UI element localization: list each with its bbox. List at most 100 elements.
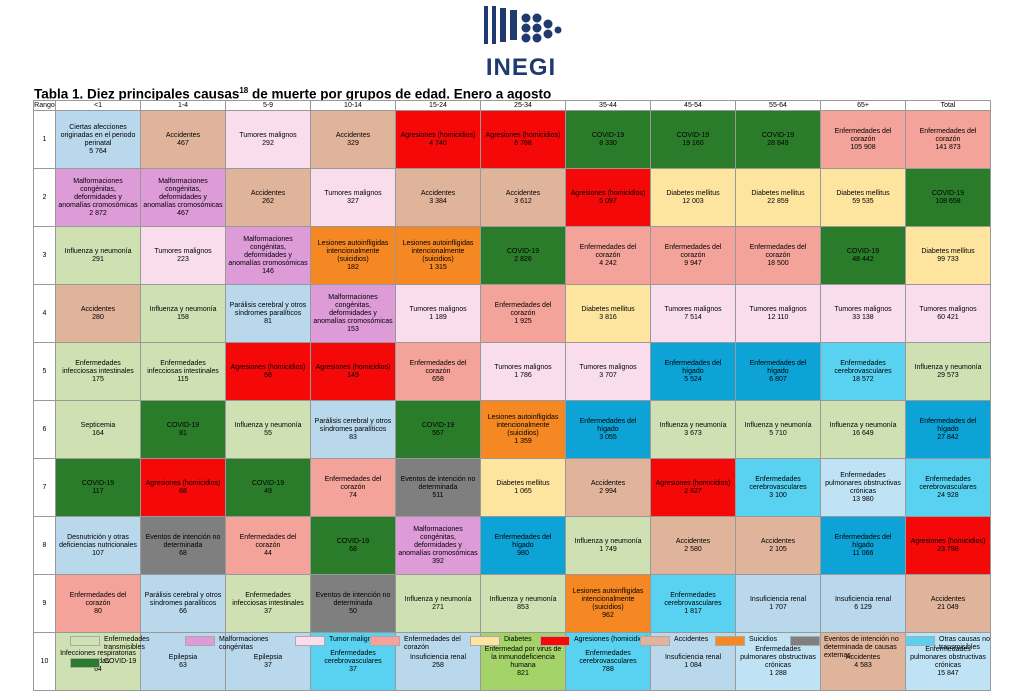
legend-item: Enfermedades transmisibles xyxy=(70,636,184,652)
cause-label: COVID-19 xyxy=(506,247,540,255)
rank-cell: 10 xyxy=(33,632,56,691)
cause-cell: Enfermedades del hígado 980 xyxy=(480,516,566,575)
legend-swatch xyxy=(790,636,820,646)
cause-label: Accidentes xyxy=(335,131,371,139)
cause-cell: Lesiones autoinfligidas intencionalmente… xyxy=(310,226,396,285)
cause-value: 1 749 xyxy=(599,545,617,553)
cause-value: 12 003 xyxy=(682,197,704,205)
cause-cell: Enfermedades del hígado 27 842 xyxy=(905,400,991,459)
cause-label: Malformaciones congénitas, deformidades … xyxy=(58,177,138,209)
rank-cell: 7 xyxy=(33,458,56,517)
cause-label: Influenza y neumonía xyxy=(234,421,302,429)
cause-label: COVID-19 xyxy=(166,421,200,429)
legend-label: Enfermedades transmisibles xyxy=(104,636,150,651)
cause-cell: Tumores malignos 327 xyxy=(310,168,396,227)
table-row: 1 Ciertas afecciones originadas en el per… xyxy=(33,110,991,169)
cause-label: Influenza y neumonía xyxy=(829,421,897,429)
table-row: 7 COVID-19 117 Agresiones (homicidios) 68 COV… xyxy=(33,458,991,517)
cause-label: Accidentes xyxy=(420,189,456,197)
cause-label: Eventos de intención no determinada xyxy=(145,533,221,549)
cause-value: 6 807 xyxy=(769,375,787,383)
cause-value: 4 740 xyxy=(429,139,447,147)
cause-cell: COVID-19 557 xyxy=(395,400,481,459)
cause-value: 392 xyxy=(432,557,444,565)
cause-value: 22 859 xyxy=(767,197,789,205)
cause-label: Influenza y neumonía xyxy=(404,595,472,603)
cause-value: 141 873 xyxy=(935,143,961,151)
cause-cell: Influenza y neumonía 853 xyxy=(480,574,566,633)
legend-swatch xyxy=(295,636,325,646)
cause-label: Enfermedades del corazón xyxy=(239,533,297,549)
cause-value: 68 xyxy=(179,487,187,495)
cause-label: Insuficiencia renal xyxy=(749,595,807,603)
table-row: 6 Septicemia 164 COVID-19 81 Influenza y neum… xyxy=(33,400,991,459)
cause-value: 60 421 xyxy=(937,313,959,321)
cause-label: Agresiones (homicidios) xyxy=(230,363,306,371)
legend-label: Eventos de intención no determinada de c… xyxy=(824,636,899,659)
cause-value: 175 xyxy=(92,375,104,383)
cause-value: 13 980 xyxy=(852,495,874,503)
cause-value: 23 798 xyxy=(937,545,959,553)
cause-value: 80 xyxy=(94,607,102,615)
cause-value: 6 788 xyxy=(514,139,532,147)
cause-label: Epilepsia xyxy=(253,653,283,661)
cause-label: Lesiones autoinfligidas intencionalmente… xyxy=(572,587,644,611)
cause-value: 81 xyxy=(264,317,272,325)
cause-value: 68 xyxy=(264,371,272,379)
cause-value: 55 xyxy=(264,429,272,437)
legend-item: Suicidios xyxy=(715,636,777,646)
legend-swatch xyxy=(370,636,400,646)
cause-cell: Enfermedades infecciosas intestinales 175 xyxy=(55,342,141,401)
legend: Enfermedades transmisibles Malformaciones… xyxy=(70,636,990,669)
cause-cell: Enfermedades del hígado 11 066 xyxy=(820,516,906,575)
legend-label: Otras causas no transmisibles xyxy=(939,636,990,651)
cause-label: Enfermedades cerebrovasculares xyxy=(579,649,637,665)
cause-cell: Enfermedades cerebrovasculares 3 100 xyxy=(735,458,821,517)
cause-cell: Diabetes mellitus 1 065 xyxy=(480,458,566,517)
table-row: 8 Desnutrición y otras deficiencias nutri… xyxy=(33,516,991,575)
cause-cell: Diabetes mellitus 99 733 xyxy=(905,226,991,285)
cause-cell: Accidentes 2 580 xyxy=(650,516,736,575)
cause-cell: Influenza y neumonía 158 xyxy=(140,284,226,343)
cause-value: 2 826 xyxy=(514,255,532,263)
cause-cell: Enfermedades del corazón 4 242 xyxy=(565,226,651,285)
cause-value: 49 xyxy=(264,487,272,495)
cause-label: Influenza y neumonía xyxy=(744,421,812,429)
cause-cell: Enfermedades del corazón 80 xyxy=(55,574,141,633)
cause-value: 3 816 xyxy=(599,313,617,321)
cause-value: 980 xyxy=(517,549,529,557)
cause-label: Agresiones (homicidios) xyxy=(145,479,221,487)
cause-cell: COVID-19 117 xyxy=(55,458,141,517)
legend-swatch xyxy=(70,658,100,668)
cause-label: Enfermedades pulmonares obstructivas cró… xyxy=(740,645,816,669)
cause-value: 182 xyxy=(347,263,359,271)
cause-cell: Tumores malignos 292 xyxy=(225,110,311,169)
cause-label: Influenza y neumonía xyxy=(574,537,642,545)
legend-item: Agresiones (homicidios) xyxy=(540,636,649,646)
inegi-logo: INEGI xyxy=(478,4,564,84)
cause-value: 1 189 xyxy=(429,313,447,321)
legend-label: Enfermedades del corazón xyxy=(404,636,461,651)
cause-value: 1 084 xyxy=(684,661,702,669)
cause-cell: Enfermedades del hígado 5 524 xyxy=(650,342,736,401)
rank-cell: 8 xyxy=(33,516,56,575)
cause-value: 223 xyxy=(177,255,189,263)
cause-label: Enfermedades cerebrovasculares xyxy=(919,475,977,491)
cause-value: 1 786 xyxy=(514,371,532,379)
rank-cell: 4 xyxy=(33,284,56,343)
cause-label: COVID-19 xyxy=(761,131,795,139)
cause-cell: Malformaciones congénitas, deformidades … xyxy=(310,284,396,343)
cause-label: Tumores malignos xyxy=(664,305,722,313)
cause-value: 853 xyxy=(517,603,529,611)
column-header: 65+ xyxy=(820,100,906,111)
cause-cell: Influenza y neumonía 3 673 xyxy=(650,400,736,459)
cause-value: 28 849 xyxy=(767,139,789,147)
cause-label: Accidentes xyxy=(760,537,796,545)
cause-value: 9 947 xyxy=(684,259,702,267)
cause-value: 117 xyxy=(92,487,104,495)
cause-label: Enfermedades del corazón xyxy=(324,475,382,491)
cause-value: 68 xyxy=(349,545,357,553)
cause-value: 557 xyxy=(432,429,444,437)
cause-value: 99 733 xyxy=(937,255,959,263)
cause-cell: Tumores malignos 33 138 xyxy=(820,284,906,343)
